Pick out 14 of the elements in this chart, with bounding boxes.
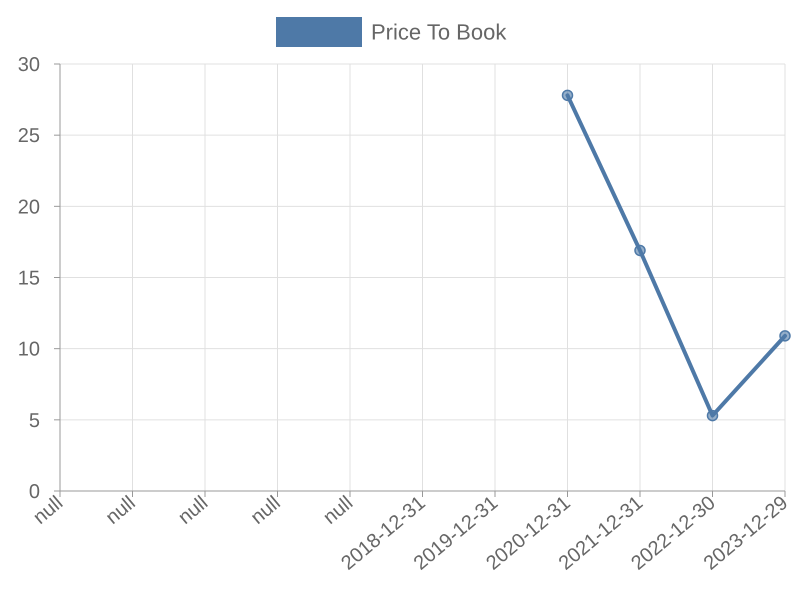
x-tick-label: null <box>174 492 212 529</box>
point <box>779 330 791 342</box>
y-tick-label: 15 <box>18 268 40 290</box>
y-tick-label: 25 <box>18 125 40 148</box>
y-tick-label: 30 <box>18 54 40 76</box>
point <box>634 244 646 256</box>
point <box>706 410 718 422</box>
x-tick-label: null <box>246 492 285 529</box>
y-tick-label: 10 <box>18 338 40 361</box>
y-tick-label: 5 <box>28 410 40 432</box>
legend-label: Price To Book <box>371 20 508 45</box>
y-tick-label: 20 <box>18 196 40 218</box>
point <box>562 90 574 102</box>
x-tick-label: null <box>102 492 140 529</box>
